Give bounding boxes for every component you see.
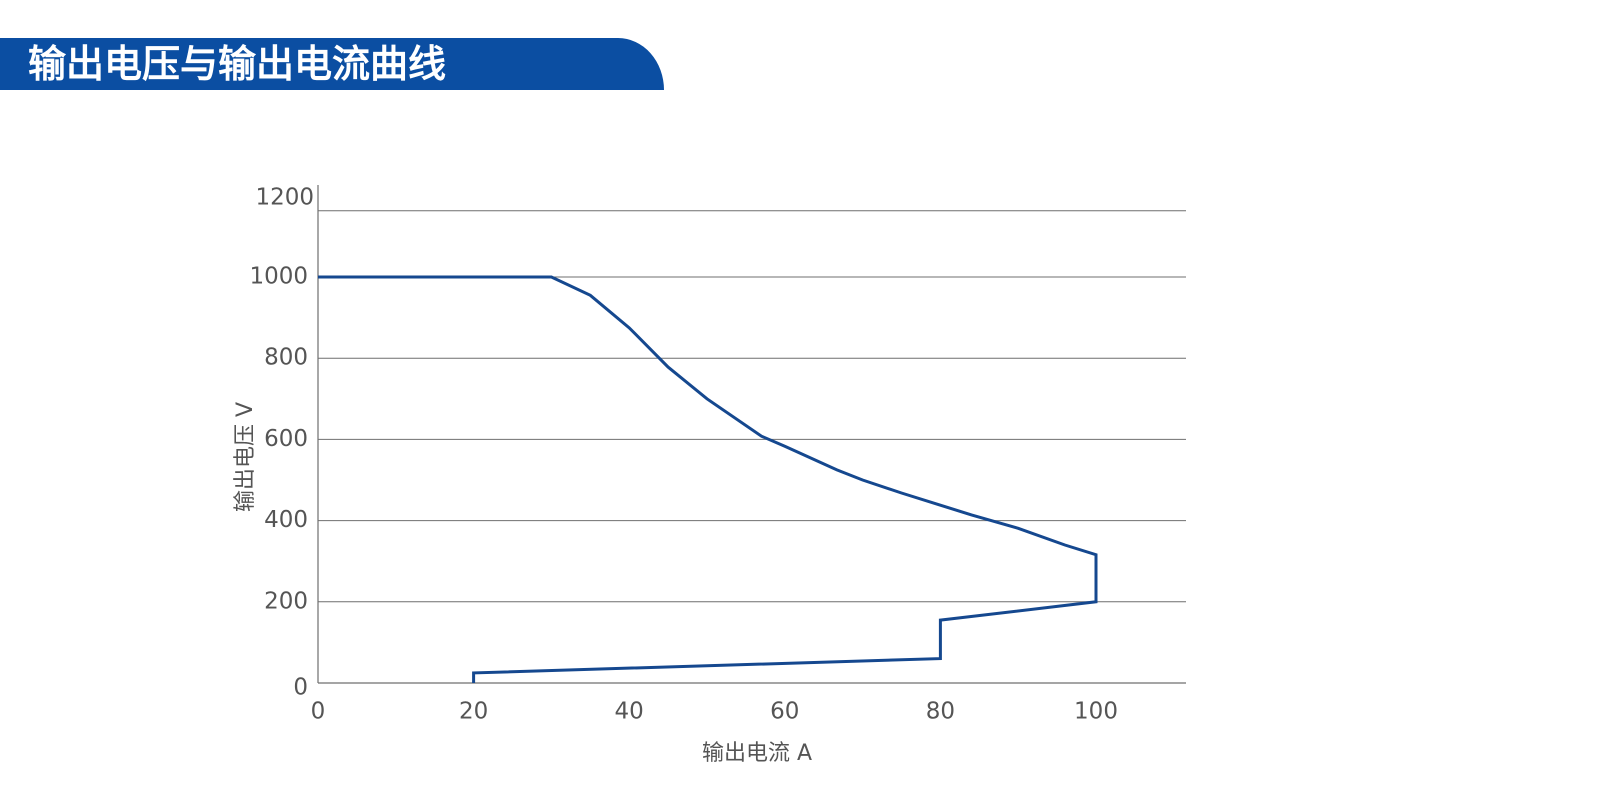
y-tick-label: 600 [264,426,308,452]
x-tick-label: 80 [926,699,955,725]
y-tick-label: 800 [264,345,308,371]
x-axis-title: 输出电流 A [702,741,812,766]
x-tick-label: 60 [770,699,799,725]
x-tick-label: 40 [615,699,644,725]
y-tick-label: 0 [293,675,308,701]
y-tick-label: 200 [264,588,308,614]
x-tick-label: 20 [459,699,488,725]
x-tick-label: 100 [1074,699,1118,725]
series-line-1 [318,275,1098,683]
title-banner: 输出电压与输出电流曲线 [0,38,664,90]
page-title: 输出电压与输出电流曲线 [28,42,447,86]
y-tick-label: 400 [264,507,308,533]
y-tick-label: 1200 [255,185,314,211]
y-axis-title: 输出电压 V [233,402,258,512]
x-tick-label: 0 [311,699,326,725]
y-tick-label: 1000 [249,264,308,290]
